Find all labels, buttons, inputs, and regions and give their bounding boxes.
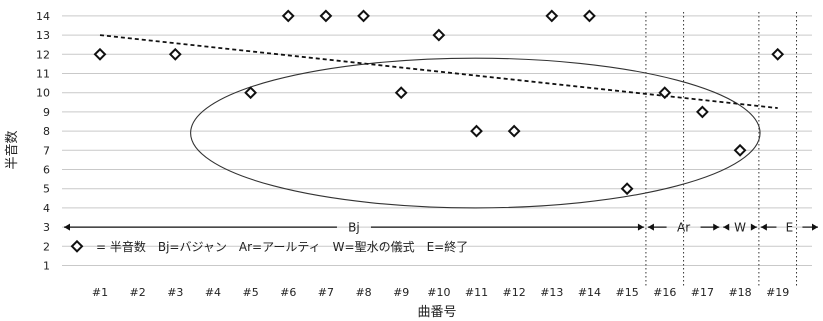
x-tick-label: #17 xyxy=(691,286,714,299)
y-tick-label: 10 xyxy=(36,87,50,100)
x-tick-label: #12 xyxy=(503,286,526,299)
x-tick-label: #8 xyxy=(355,286,371,299)
y-tick-label: 8 xyxy=(43,125,50,138)
y-tick-label: 5 xyxy=(43,183,50,196)
y-tick-label: 1 xyxy=(43,260,50,273)
section-label-ar: Ar xyxy=(677,221,690,235)
x-tick-label: #16 xyxy=(653,286,676,299)
x-tick-label: #1 xyxy=(92,286,108,299)
data-point xyxy=(470,124,483,138)
x-tick-label: #6 xyxy=(280,286,296,299)
data-point xyxy=(695,105,709,119)
data-point xyxy=(733,143,747,157)
trendline xyxy=(99,34,778,109)
data-point xyxy=(620,182,634,196)
x-tick-label: #11 xyxy=(465,286,488,299)
grouping-ellipse xyxy=(190,57,761,209)
data-point xyxy=(583,9,596,23)
data-point xyxy=(357,9,370,23)
x-axis-title: 曲番号 xyxy=(417,305,456,320)
x-tick-label: #2 xyxy=(130,286,146,299)
section-arrow-head-left xyxy=(723,223,730,231)
data-point xyxy=(771,47,785,61)
y-tick-label: 9 xyxy=(43,106,50,119)
section-arrow-head-left xyxy=(64,223,70,231)
x-tick-label: #10 xyxy=(427,286,450,299)
data-point xyxy=(244,86,258,100)
x-tick-label: #19 xyxy=(766,286,789,299)
data-point xyxy=(507,124,521,138)
section-arrow-head-right xyxy=(637,223,644,231)
section-arrow-head-right xyxy=(812,223,818,231)
data-point xyxy=(658,86,672,100)
data-point xyxy=(319,9,333,23)
section-label-e: E xyxy=(786,221,794,235)
x-tick-label: #7 xyxy=(318,286,334,299)
x-tick-label: #9 xyxy=(393,286,409,299)
x-tick-label: #3 xyxy=(167,286,183,299)
x-tick-label: #14 xyxy=(578,286,601,299)
y-tick-label: 13 xyxy=(36,29,50,42)
x-tick-label: #13 xyxy=(540,286,563,299)
y-tick-label: 7 xyxy=(43,144,50,157)
y-tick-label: 11 xyxy=(36,68,50,81)
data-point xyxy=(432,28,446,42)
section-arrow-head-right xyxy=(750,223,757,231)
y-tick-label: 6 xyxy=(43,164,50,177)
section-arrow-head-left xyxy=(647,223,654,231)
section-label-bj: Bj xyxy=(348,221,360,235)
y-tick-label: 3 xyxy=(43,221,50,234)
y-tick-label: 12 xyxy=(36,48,50,61)
legend-text: = 半音数 Bj=バジャン Ar=アールティ W=聖水の儀式 E=終了 xyxy=(96,239,468,254)
data-point xyxy=(93,47,107,61)
data-point xyxy=(545,9,559,23)
data-point xyxy=(394,86,408,100)
x-tick-label: #18 xyxy=(728,286,751,299)
section-label-w: W xyxy=(734,221,746,235)
y-tick-label: 2 xyxy=(43,240,50,253)
x-tick-label: #4 xyxy=(205,286,221,299)
legend-marker xyxy=(70,239,84,253)
data-point xyxy=(168,47,182,61)
y-tick-label: 4 xyxy=(43,202,50,215)
x-tick-label: #15 xyxy=(615,286,638,299)
y-tick-label: 14 xyxy=(36,10,50,23)
section-arrow-head-left xyxy=(760,223,767,231)
section-arrow-head-right xyxy=(713,223,720,231)
y-axis-title: 半音数 xyxy=(4,130,20,169)
x-tick-label: #5 xyxy=(242,286,258,299)
data-point xyxy=(281,9,295,23)
